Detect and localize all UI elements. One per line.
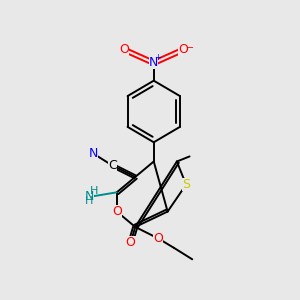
Text: N: N — [85, 190, 94, 203]
Text: N: N — [89, 147, 98, 160]
Text: H: H — [85, 196, 94, 206]
Text: O: O — [178, 44, 188, 56]
Text: N: N — [149, 56, 158, 70]
Text: C: C — [108, 159, 116, 172]
Text: O: O — [153, 232, 163, 245]
Text: S: S — [182, 178, 190, 191]
Text: +: + — [154, 53, 161, 62]
Text: O: O — [120, 44, 129, 56]
Text: O: O — [126, 236, 136, 249]
Text: −: − — [186, 43, 194, 52]
Text: H: H — [90, 186, 98, 196]
Text: O: O — [112, 205, 122, 218]
